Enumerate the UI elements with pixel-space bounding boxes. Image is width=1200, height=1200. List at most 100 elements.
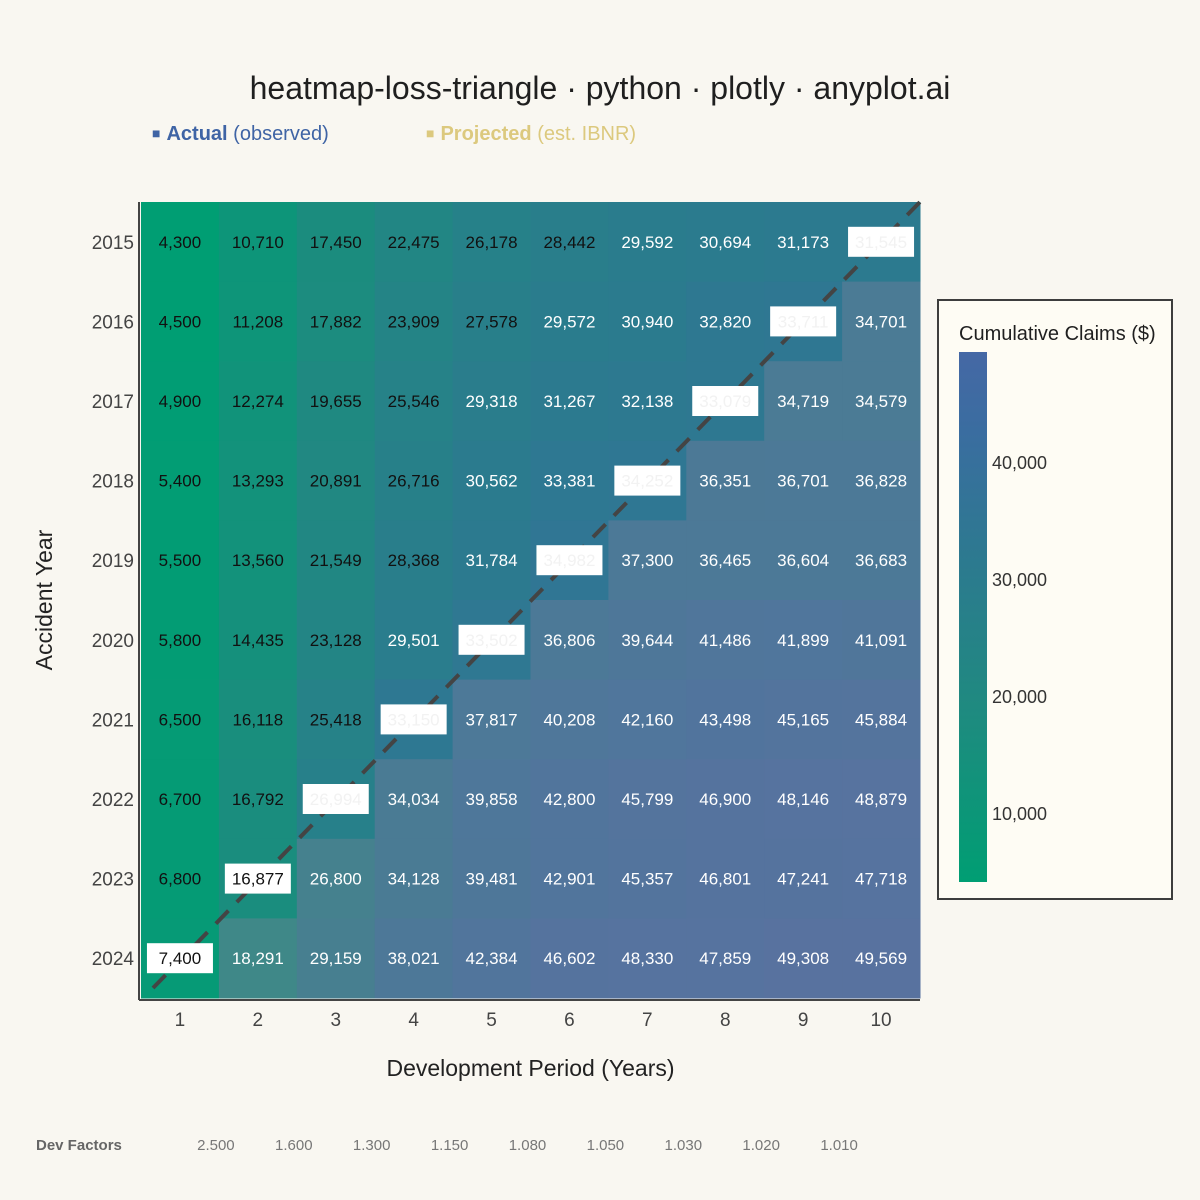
diagonal-highlight-box: [224, 863, 291, 894]
cell-value-label: 33,711: [778, 312, 829, 331]
cell-value-label: 45,357: [621, 870, 673, 889]
heatmap-cell: [842, 838, 921, 919]
cell-value-label: 13,293: [232, 472, 284, 491]
heatmap-cell: [218, 918, 298, 999]
y-tick-label: 2017: [92, 392, 134, 413]
cell-value-label: 29,501: [388, 631, 440, 650]
dev-factor-value: 1.600: [275, 1137, 313, 1154]
cell-value-label: 25,418: [310, 710, 362, 729]
colorbar-tick-label: 20,000: [992, 687, 1048, 708]
cell-value-label: 17,450: [310, 233, 362, 252]
y-tick-label: 2023: [92, 870, 134, 891]
colorbar-tick-label: 40,000: [992, 453, 1048, 474]
cell-value-label: 34,034: [388, 790, 440, 809]
heatmap-cell: [141, 361, 220, 442]
dev-factor-value: 2.500: [197, 1137, 235, 1154]
dev-factor-value: 1.050: [586, 1137, 625, 1154]
cell-value-label: 47,241: [777, 870, 829, 889]
x-tick-label: 5: [486, 1010, 497, 1031]
x-tick-label: 10: [870, 1010, 891, 1031]
y-tick-label: 2019: [92, 551, 134, 572]
cell-value-label: 46,602: [543, 949, 595, 968]
x-axis-title: Development Period (Years): [386, 1055, 674, 1081]
heatmap-cell: [842, 679, 921, 760]
heatmap-cell: [141, 281, 220, 362]
cell-value-label: 40,208: [543, 710, 595, 729]
diagonal-highlight-box: [770, 306, 837, 337]
cell-value-label: 48,330: [621, 949, 673, 968]
heatmap-cell: [374, 520, 454, 601]
heatmap-cell: [218, 759, 298, 840]
cell-value-label: 36,351: [699, 472, 751, 491]
cell-value-label: 30,940: [621, 312, 673, 331]
y-tick-label: 2024: [92, 949, 135, 970]
cell-value-label: 43,498: [699, 710, 751, 729]
heatmap-cell: [374, 202, 454, 283]
diagonal-highlight-box: [536, 545, 603, 576]
cell-value-label: 23,128: [310, 631, 362, 650]
cell-value-label: 34,701: [855, 312, 907, 331]
diagonal-highlight-box: [146, 943, 213, 974]
cell-value-label: 11,208: [232, 312, 283, 331]
legend-projected-note: (est. IBNR): [537, 123, 637, 145]
cell-value-label: 36,828: [855, 472, 907, 491]
cell-value-label: 13,560: [232, 551, 284, 570]
cell-value-label: 46,801: [699, 870, 751, 889]
x-tick-label: 2: [253, 1010, 264, 1031]
heatmap-cell: [608, 679, 687, 760]
cell-value-label: 34,579: [855, 392, 907, 411]
diagonal-highlight-box: [692, 386, 759, 416]
cell-value-label: 7,400: [159, 949, 202, 968]
cell-value-label: 47,718: [855, 870, 907, 889]
heatmap-cell: [608, 520, 687, 601]
cell-value-label: 32,138: [621, 392, 673, 411]
heatmap-cell: [218, 281, 298, 362]
heatmap-cell: [374, 281, 454, 362]
heatmap-cell: [686, 520, 765, 601]
cell-value-label: 34,128: [388, 870, 440, 889]
heatmap-cell: [764, 361, 843, 442]
cell-value-label: 23,909: [388, 312, 440, 331]
heatmap-cell: [374, 918, 454, 999]
cell-value-label: 42,384: [466, 949, 518, 968]
diagonal-highlight-box: [380, 704, 447, 735]
heatmap-cell: [296, 440, 376, 521]
dev-factor-value: 1.020: [742, 1137, 780, 1154]
heatmap-cell: [530, 600, 609, 681]
cell-value-label: 4,300: [159, 233, 202, 252]
heatmap-cell: [842, 918, 921, 999]
cell-value-label: 33,150: [388, 710, 440, 729]
cell-value-label: 5,500: [159, 551, 202, 570]
cell-value-label: 33,079: [699, 392, 751, 411]
heatmap-cell: [530, 759, 609, 840]
colorbar-tick-label: 10,000: [992, 804, 1048, 825]
legend-actual[interactable]: ■ Actual (observed): [152, 123, 329, 146]
legend-actual-marker: ■: [152, 125, 161, 141]
heatmap-cell: [764, 679, 843, 760]
heatmap-cell: [764, 440, 843, 521]
cell-value-label: 10,710: [232, 233, 284, 252]
heatmap-cell: [608, 281, 687, 362]
cell-value-label: 49,308: [777, 949, 829, 968]
x-tick-label: 8: [720, 1010, 731, 1031]
dev-factor-value: 1.300: [352, 1137, 391, 1154]
cell-value-label: 18,291: [232, 949, 284, 968]
heatmap-cell: [686, 759, 765, 840]
colorbar-tick-label: 30,000: [992, 570, 1048, 591]
heatmap-cell: [296, 679, 376, 760]
cell-value-label: 19,655: [310, 392, 362, 411]
cell-value-label: 6,800: [159, 870, 202, 889]
heatmap-cell: [296, 202, 376, 283]
cell-value-label: 16,877: [232, 870, 284, 889]
cell-value-label: 36,701: [777, 472, 829, 491]
heatmap-cell: [452, 520, 531, 601]
heatmap-cell: [842, 440, 921, 521]
heatmap-cell: [842, 520, 921, 601]
heatmap-cell: [764, 600, 843, 681]
cell-value-label: 14,435: [232, 631, 284, 650]
cell-value-label: 34,252: [621, 472, 673, 491]
cell-value-label: 41,899: [777, 631, 829, 650]
cell-value-label: 45,165: [777, 710, 829, 729]
legend-projected[interactable]: ■ Projected (est. IBNR): [426, 123, 636, 146]
cell-value-label: 29,318: [466, 392, 518, 411]
